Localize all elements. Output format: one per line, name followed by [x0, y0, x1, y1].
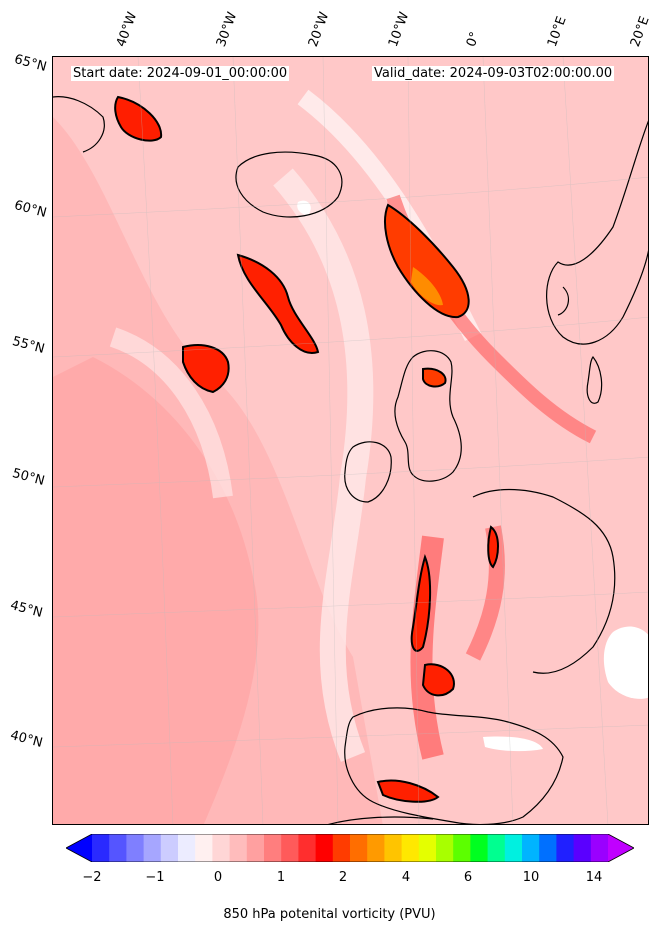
colorbar-extend-min — [66, 834, 92, 862]
lat-label-65n: 65°N — [12, 52, 49, 75]
colorbar-tick: −1 — [145, 870, 165, 885]
coast-iceland — [235, 151, 343, 218]
lon-label-10e: 10°E — [544, 14, 570, 50]
colorbar-segment — [350, 834, 368, 862]
colorbar-segment — [246, 834, 265, 862]
pv-gap-alps — [603, 626, 648, 699]
colorbar-segment — [298, 834, 317, 862]
pv-pale-band — [273, 168, 374, 762]
map-panel — [52, 56, 649, 825]
lat-label-50n: 50°N — [10, 466, 47, 489]
pv-gap-iceland — [297, 200, 311, 215]
colorbar-segment — [436, 834, 454, 862]
colorbar — [66, 834, 634, 862]
colorbar-segment — [487, 834, 506, 862]
coast-greenland — [53, 96, 105, 153]
pv-contour-alboran — [376, 779, 440, 803]
colorbar-segment — [504, 834, 523, 862]
pv-contour-north-sea-core — [411, 267, 443, 306]
colorbar-segment — [212, 834, 231, 862]
lat-label-60n: 60°N — [12, 198, 49, 221]
pv-contour-north-sea — [384, 203, 470, 319]
colorbar-tick: 0 — [213, 870, 223, 885]
pv-contour-greenland — [114, 95, 163, 142]
pv-contour-mid-atlantic-1 — [236, 253, 320, 354]
coastlines — [53, 96, 648, 824]
lat-label-40n: 40°N — [8, 728, 45, 751]
colorbar-segment — [126, 834, 145, 862]
lon-label-0: 0° — [463, 29, 484, 49]
colorbar-label: 850 hPa potenital vorticity (PVU) — [223, 907, 436, 922]
colorbar-segment — [556, 834, 575, 862]
colorbar-segment — [332, 834, 351, 862]
lon-label-30w: 30°W — [213, 10, 241, 49]
colorbar-segment — [143, 834, 162, 862]
colorbar-tick: −2 — [82, 870, 102, 885]
colorbar-segment — [281, 834, 299, 862]
colorbar-tick: 10 — [522, 870, 540, 885]
lat-label-45n: 45°N — [8, 598, 45, 621]
colorbar-extend-max — [608, 834, 634, 862]
colorbar-segment — [178, 834, 196, 862]
pv-swath-atlantic — [53, 357, 259, 824]
colorbar-segment — [590, 834, 609, 862]
colorbar-segment — [315, 834, 334, 862]
pv-contour-biscay — [487, 525, 499, 569]
colorbar-tick: 4 — [401, 870, 411, 885]
lat-label-55n: 55°N — [10, 334, 47, 357]
colorbar-segment — [384, 834, 403, 862]
colorbar-tick: 1 — [276, 870, 286, 885]
pv-pale-band-3 — [109, 327, 233, 499]
coast-scandinavia — [546, 120, 648, 345]
colorbar-segment — [470, 834, 489, 862]
coast-denmark — [586, 356, 603, 404]
coast-france — [472, 488, 616, 674]
pv-contour-mid-atlantic-2 — [182, 344, 230, 394]
lon-label-20e: 20°E — [627, 14, 653, 50]
pv-contour-scotland — [422, 367, 447, 388]
coast-ireland — [344, 441, 392, 503]
colorbar-segment — [573, 834, 592, 862]
colorbar-segment — [522, 834, 540, 862]
colorbar-segment — [195, 834, 213, 862]
colorbar-segment — [401, 834, 420, 862]
colorbar-tick: 2 — [338, 870, 348, 885]
colorbar-tick: 14 — [585, 870, 603, 885]
lon-label-10w: 10°W — [385, 10, 413, 49]
valid-date-label: Valid_date: 2024-09-03T02:00:00.00 — [372, 66, 615, 81]
colorbar-segment — [160, 834, 179, 862]
colorbar-segment — [229, 834, 248, 862]
pv-field-map — [53, 57, 648, 824]
pv-gap-iberia-plateau — [483, 736, 543, 752]
coast-britain — [394, 350, 462, 482]
colorbar-segment — [539, 834, 557, 862]
colorbar-segment — [264, 834, 282, 862]
pv-contour-iberia-south — [421, 663, 455, 697]
colorbar-segment — [109, 834, 127, 862]
colorbar-segment — [418, 834, 437, 862]
start-date-label: Start date: 2024-09-01_00:00:00 — [71, 66, 290, 81]
colorbar-segment — [92, 834, 110, 862]
colorbar-tick: 6 — [463, 870, 473, 885]
colorbar-segment — [367, 834, 385, 862]
lon-label-40w: 40°W — [113, 10, 141, 49]
coast-norway-fjords — [557, 286, 570, 316]
lon-label-20w: 20°W — [305, 10, 333, 49]
coast-north-africa — [328, 816, 434, 824]
coast-iberia — [344, 707, 564, 824]
colorbar-segment — [453, 834, 471, 862]
